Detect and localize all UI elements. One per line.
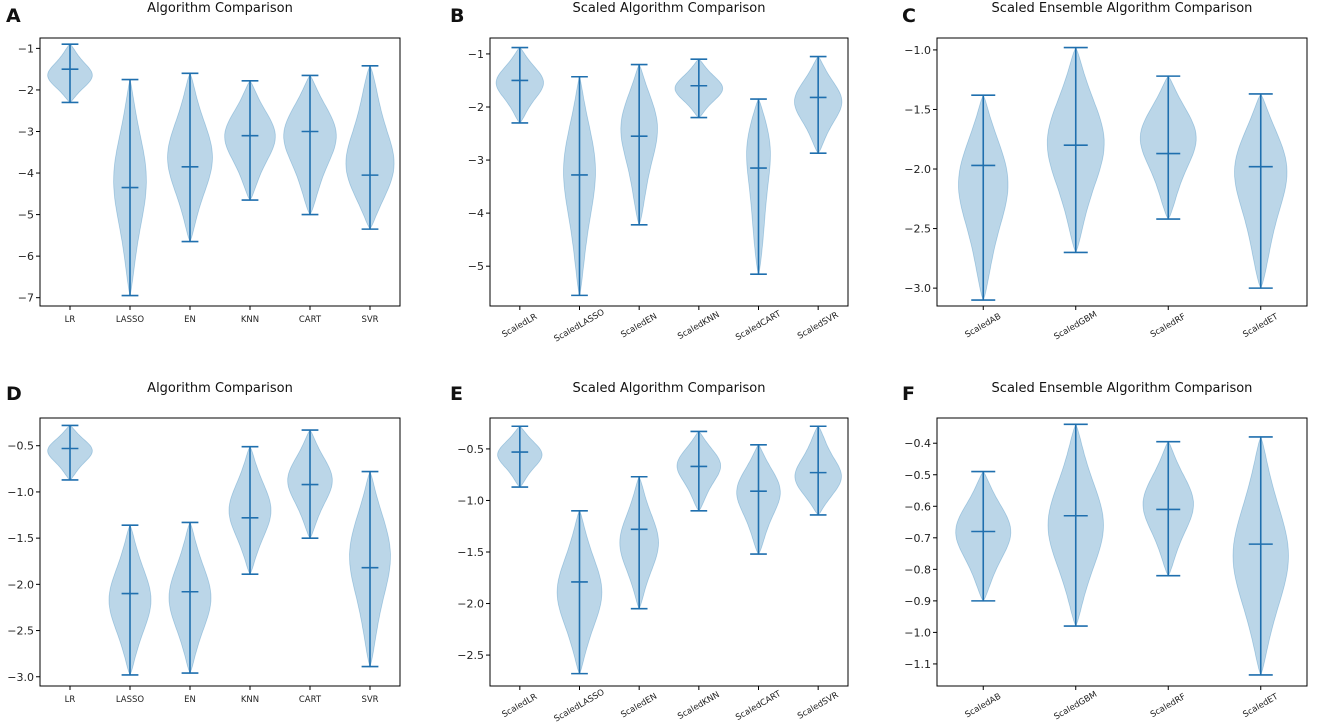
panel-e: E Scaled Algorithm Comparison −0.5 −1.0 −1.5… — [450, 381, 849, 724]
panel-letter: E — [450, 383, 463, 405]
x-tick-label: ScaledAB — [963, 312, 1003, 341]
x-tick-label: CART — [299, 315, 322, 325]
x-tick-label: ScaledRF — [1149, 692, 1188, 720]
x-tick-label: LR — [65, 315, 76, 325]
y-tick-label: −2.0 — [457, 598, 484, 611]
plot-frame — [489, 37, 849, 307]
x-tick-label: CART — [299, 695, 322, 705]
panel-letter: F — [902, 383, 915, 405]
x-tick-label: ScaledGBM — [1052, 690, 1099, 723]
x-tick-label: LR — [65, 695, 76, 705]
panel-f: F Scaled Ensemble Algorithm Comparison −0.… — [902, 381, 1308, 723]
plot-frame — [936, 37, 1308, 307]
plot-frame — [489, 417, 849, 687]
chart-title: Scaled Algorithm Comparison — [573, 381, 766, 396]
x-tick-label: KNN — [241, 695, 259, 705]
x-tick-label: KNN — [241, 315, 259, 325]
y-tick-label: −2 — [18, 84, 34, 97]
y-tick-label: −0.7 — [904, 532, 931, 545]
y-tick-label: −2.0 — [904, 163, 931, 176]
y-tick-label: −2.0 — [7, 578, 34, 591]
y-tick-label: −0.9 — [904, 595, 931, 608]
y-tick-label: −4 — [468, 207, 484, 220]
x-tick-label: ScaledSVR — [796, 310, 840, 341]
y-tick-label: −2.5 — [457, 649, 484, 662]
x-tick-label: ScaledRF — [1149, 312, 1188, 340]
x-tick-label: SVR — [361, 315, 378, 325]
x-tick-label: ScaledEN — [619, 312, 659, 341]
x-tick-label: ScaledAB — [963, 692, 1003, 721]
y-tick-label: −0.5 — [457, 443, 484, 456]
x-tick-label: ScaledET — [1241, 312, 1280, 340]
chart-title: Algorithm Comparison — [147, 381, 293, 396]
x-tick-label: ScaledLASSO — [553, 687, 607, 724]
x-tick-label: LASSO — [116, 315, 145, 325]
x-tick-label: ScaledKNN — [676, 310, 721, 342]
y-tick-label: −3.0 — [7, 671, 34, 684]
y-tick-label: −0.4 — [904, 437, 931, 450]
x-tick-label: ScaledLASSO — [553, 307, 607, 344]
y-tick-label: −3.0 — [904, 282, 931, 295]
x-tick-label: ScaledGBM — [1052, 310, 1099, 343]
y-tick-label: −3 — [18, 125, 34, 138]
panel-c: C Scaled Ensemble Algorithm Comparison −1.… — [902, 1, 1308, 343]
y-tick-label: −2.5 — [904, 223, 931, 236]
panel-b: B Scaled Algorithm Comparison −1 −2 −3 −4 −5 Sc… — [450, 1, 849, 344]
y-tick-label: −5 — [18, 209, 34, 222]
plot-frame — [936, 417, 1308, 687]
y-tick-label: −1 — [468, 48, 484, 61]
y-tick-label: −6 — [18, 250, 34, 263]
y-tick-label: −1.5 — [904, 103, 931, 116]
y-tick-label: −1.0 — [7, 486, 34, 499]
x-tick-label: ScaledKNN — [676, 690, 721, 722]
y-tick-label: −1.0 — [904, 626, 931, 639]
panel-letter: B — [450, 5, 464, 27]
x-tick-label: EN — [184, 315, 196, 325]
panel-letter: D — [6, 383, 22, 405]
chart-title: Scaled Ensemble Algorithm Comparison — [992, 1, 1253, 16]
panel-d: D Algorithm Comparison −0.5 −1.0 −1.5 −2.0 −2.… — [6, 381, 401, 705]
panel-letter: C — [902, 5, 916, 27]
y-tick-label: −0.5 — [7, 440, 34, 453]
chart-title: Algorithm Comparison — [147, 1, 293, 16]
x-tick-label: ScaledCART — [734, 689, 783, 723]
y-tick-label: −7 — [18, 292, 34, 305]
y-tick-label: −0.8 — [904, 563, 931, 576]
x-tick-label: SVR — [361, 695, 378, 705]
x-tick-label: LASSO — [116, 695, 145, 705]
y-tick-label: −0.5 — [904, 469, 931, 482]
panel-a: A Algorithm Comparison −1 −2 −3 −4 −5 −6 −7 LR LAS… — [6, 1, 401, 325]
chart-title: Scaled Algorithm Comparison — [573, 1, 766, 16]
plot-frame — [39, 417, 401, 687]
y-tick-label: −1.5 — [457, 546, 484, 559]
x-tick-label: ScaledCART — [734, 309, 783, 343]
x-tick-label: EN — [184, 695, 196, 705]
chart-title: Scaled Ensemble Algorithm Comparison — [992, 381, 1253, 396]
x-tick-label: ScaledLR — [500, 312, 539, 340]
y-tick-label: −4 — [18, 167, 34, 180]
panel-letter: A — [6, 5, 21, 27]
y-tick-label: −3 — [468, 154, 484, 167]
y-tick-label: −2 — [468, 101, 484, 114]
y-tick-label: −1.0 — [457, 494, 484, 507]
x-tick-label: ScaledET — [1241, 692, 1280, 720]
y-tick-label: −2.5 — [7, 625, 34, 638]
plot-frame — [39, 37, 401, 307]
y-tick-label: −1.5 — [7, 532, 34, 545]
x-tick-label: ScaledEN — [619, 692, 659, 721]
y-tick-label: −1.0 — [904, 44, 931, 57]
y-tick-label: −0.6 — [904, 500, 931, 513]
y-tick-label: −1.1 — [904, 658, 931, 671]
y-tick-label: −1 — [18, 42, 34, 55]
x-tick-label: ScaledSVR — [796, 690, 840, 721]
y-tick-label: −5 — [468, 260, 484, 273]
x-tick-label: ScaledLR — [500, 692, 539, 720]
